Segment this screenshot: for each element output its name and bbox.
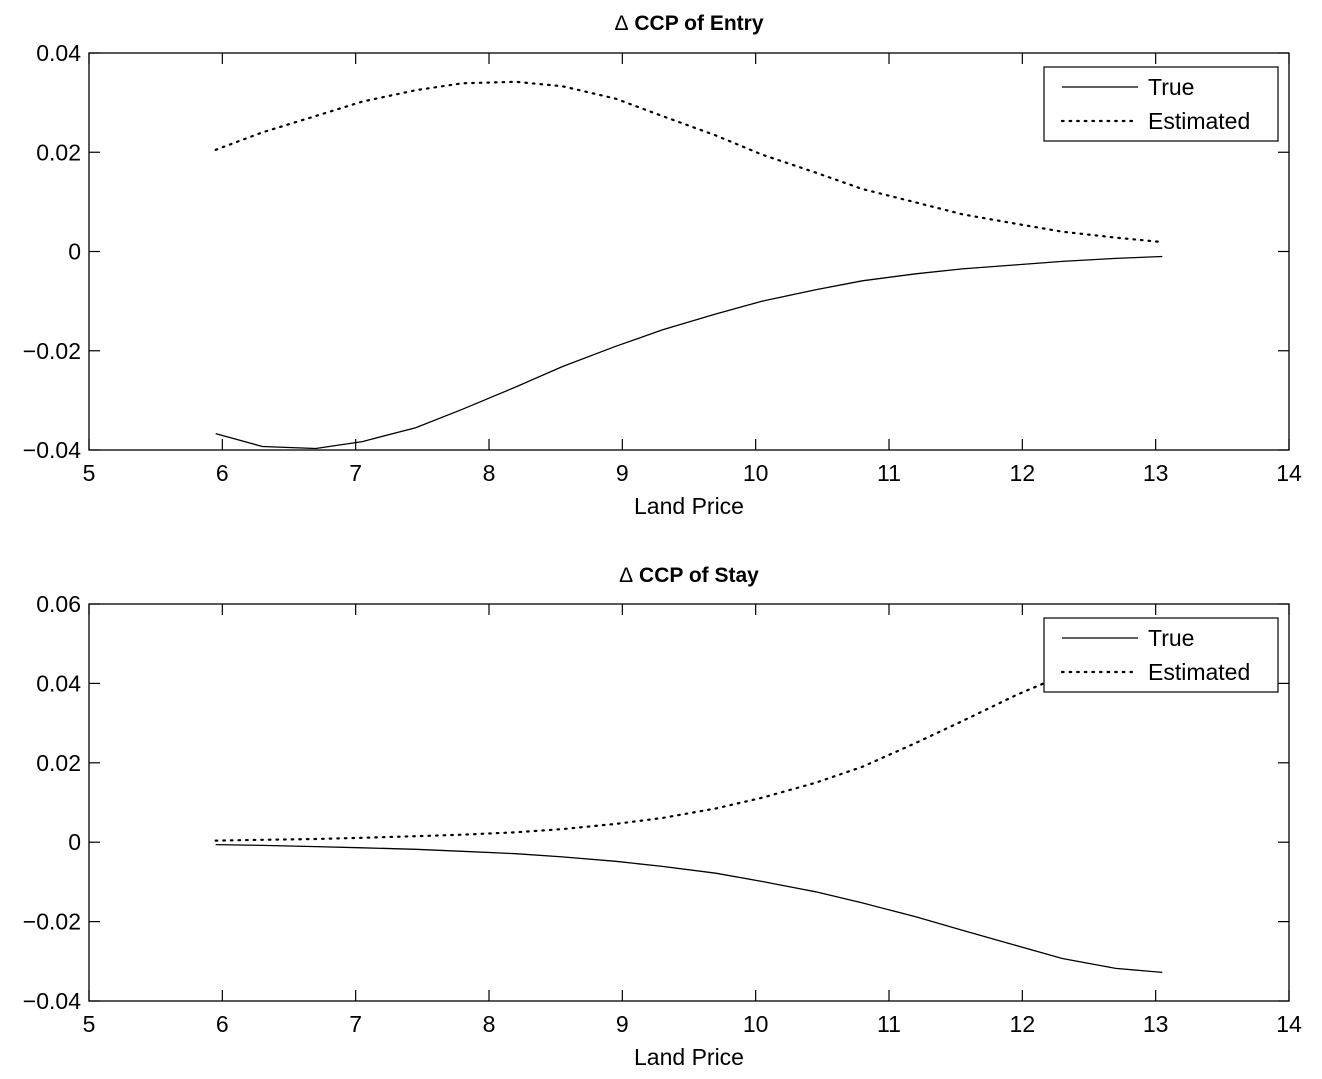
- chart-1: Δ CCP of Entry 5 6 7 8 9 10 11 12 13 14 −0.04 −0.02 0…: [23, 12, 1302, 519]
- legend-label-estimated: Estimated: [1148, 108, 1250, 134]
- x-tick-label: 6: [216, 1011, 229, 1037]
- x-tick-label: 7: [349, 460, 362, 486]
- x-tick-label: 10: [743, 1011, 769, 1037]
- legend-label-estimated: Estimated: [1148, 659, 1250, 685]
- chart-title-symbol: Δ: [615, 12, 629, 35]
- x-axis-label: Land Price: [634, 1044, 744, 1070]
- y-tick-label: 0: [68, 829, 81, 855]
- y-tick-label: −0.04: [23, 988, 81, 1014]
- y-tick-label: 0.02: [36, 750, 81, 776]
- x-tick-label: 8: [483, 460, 496, 486]
- legend-label-true: True: [1148, 74, 1194, 100]
- x-tick-label: 5: [83, 1011, 96, 1037]
- legend-label-true: True: [1148, 625, 1194, 651]
- y-tick-label: 0.04: [36, 670, 81, 696]
- x-tick-label: 10: [743, 460, 769, 486]
- series-line-estimated: [214, 644, 1164, 842]
- series-line-estimated: [214, 80, 1164, 244]
- x-tick-label: 12: [1010, 1011, 1036, 1037]
- y-tick-label: −0.02: [23, 338, 81, 364]
- x-tick-label: 14: [1276, 1011, 1302, 1037]
- legend-box: [1043, 617, 1279, 693]
- x-tick-label: 9: [616, 460, 629, 486]
- y-tick-label: −0.02: [23, 909, 81, 935]
- x-tick-label: 9: [616, 1011, 629, 1037]
- x-tick-label: 14: [1276, 460, 1302, 486]
- x-tick-label: 13: [1143, 1011, 1169, 1037]
- x-tick-label: 11: [877, 1011, 901, 1037]
- legend: True Estimated: [1043, 617, 1279, 693]
- y-tick-label: 0.04: [36, 40, 81, 66]
- y-tick-label: 0.06: [36, 591, 81, 617]
- chart-title: Δ CCP of Entry: [615, 12, 764, 35]
- legend: True Estimated: [1043, 66, 1279, 142]
- chart-title-text: CCP of Entry: [629, 12, 764, 35]
- series-line-true: [215, 843, 1163, 974]
- y-tick-label: 0.02: [36, 139, 81, 165]
- legend-box: [1043, 66, 1279, 142]
- x-tick-label: 7: [349, 1011, 362, 1037]
- axes-box: [88, 603, 1290, 1002]
- x-tick-label: 6: [216, 460, 229, 486]
- chart-2: Δ CCP of Stay 5 6 7 8 9 10 11 12 13 14 −0.04 −0.02 0 0…: [23, 564, 1302, 1070]
- y-tick-label: 0: [68, 239, 81, 265]
- chart-title-symbol: Δ: [619, 564, 633, 587]
- x-axis-label: Land Price: [634, 493, 744, 519]
- x-tick-label: 13: [1143, 460, 1169, 486]
- x-tick-label: 8: [483, 1011, 496, 1037]
- x-tick-label: 11: [877, 460, 901, 486]
- y-tick-label: −0.04: [23, 437, 81, 463]
- series-line-true: [215, 255, 1163, 450]
- chart-title-text: CCP of Stay: [633, 564, 759, 587]
- x-tick-label: 12: [1010, 460, 1036, 486]
- chart-title: Δ CCP of Stay: [619, 564, 759, 587]
- x-tick-label: 5: [83, 460, 96, 486]
